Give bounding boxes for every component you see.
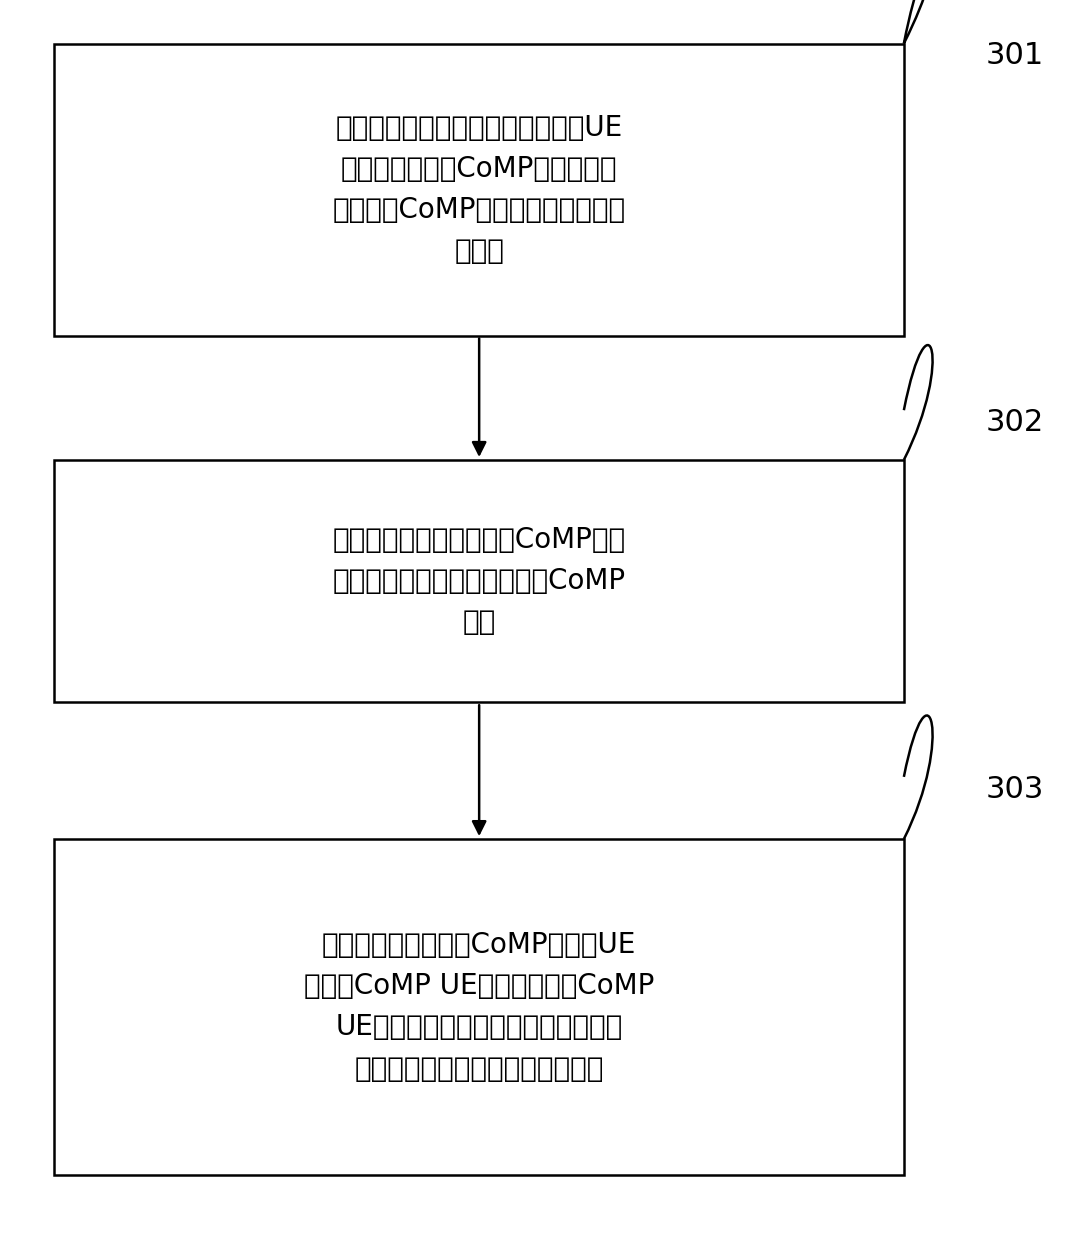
Text: 302: 302 <box>986 408 1043 438</box>
Bar <box>54 44 904 336</box>
Text: 基站接收第一服务小区内用户设备UE
上报的多点协同CoMP测量上报事
件，所述CoMP测量上报事件携带邻
区信息: 基站接收第一服务小区内用户设备UE 上报的多点协同CoMP测量上报事 件，所述C… <box>332 114 626 265</box>
Text: 301: 301 <box>986 41 1043 71</box>
Text: 303: 303 <box>986 774 1044 804</box>
Text: 所述基站从上报所述CoMP邻区的UE
中选取CoMP UE，所述选取的CoMP
UE的下行业务传输速率与现有交互信
息传输带宽之和不大于第一预设值: 所述基站从上报所述CoMP邻区的UE 中选取CoMP UE，所述选取的CoMP … <box>304 931 654 1083</box>
Bar <box>54 460 904 702</box>
Text: 所述基站根据所述接收的CoMP测量
上报事件选取第一服务小区的CoMP
邻区: 所述基站根据所述接收的CoMP测量 上报事件选取第一服务小区的CoMP 邻区 <box>332 526 626 636</box>
Bar <box>54 839 904 1175</box>
